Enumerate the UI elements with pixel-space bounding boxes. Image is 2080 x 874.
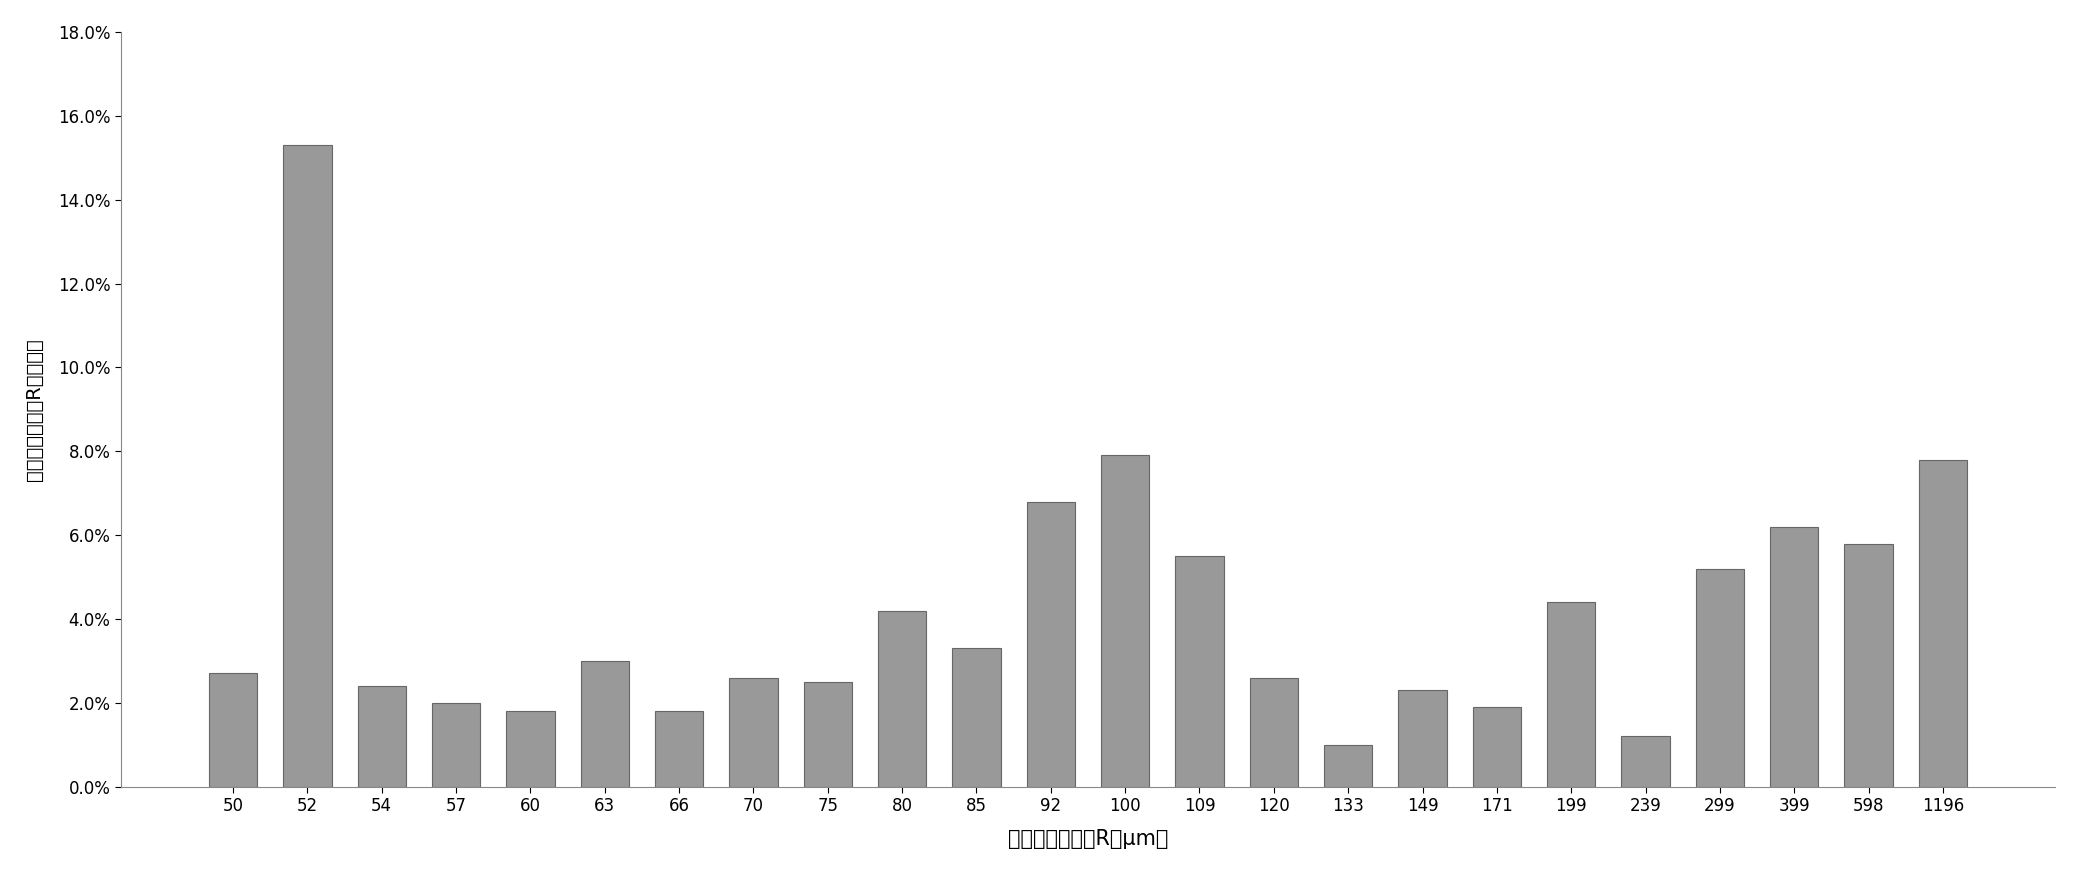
- Bar: [208, 674, 258, 787]
- Bar: [505, 711, 555, 787]
- Bar: [433, 703, 480, 787]
- Bar: [1622, 737, 1670, 787]
- Bar: [580, 661, 628, 787]
- Bar: [1918, 460, 1968, 787]
- Bar: [1028, 502, 1075, 787]
- Bar: [655, 711, 703, 787]
- Y-axis label: 对应的毛细孔径R占的比率: 对应的毛细孔径R占的比率: [25, 338, 44, 481]
- Bar: [1548, 602, 1595, 787]
- X-axis label: 对应的毛细孔径R（μm）: 对应的毛细孔径R（μm）: [1009, 829, 1169, 849]
- Bar: [730, 677, 778, 787]
- Bar: [1175, 556, 1223, 787]
- Bar: [358, 686, 406, 787]
- Bar: [803, 682, 853, 787]
- Bar: [1845, 544, 1893, 787]
- Bar: [1473, 707, 1520, 787]
- Bar: [953, 649, 1000, 787]
- Bar: [1100, 455, 1150, 787]
- Bar: [1770, 527, 1818, 787]
- Bar: [1250, 677, 1298, 787]
- Bar: [878, 611, 926, 787]
- Bar: [283, 145, 331, 787]
- Bar: [1695, 569, 1743, 787]
- Bar: [1398, 690, 1448, 787]
- Bar: [1325, 745, 1373, 787]
